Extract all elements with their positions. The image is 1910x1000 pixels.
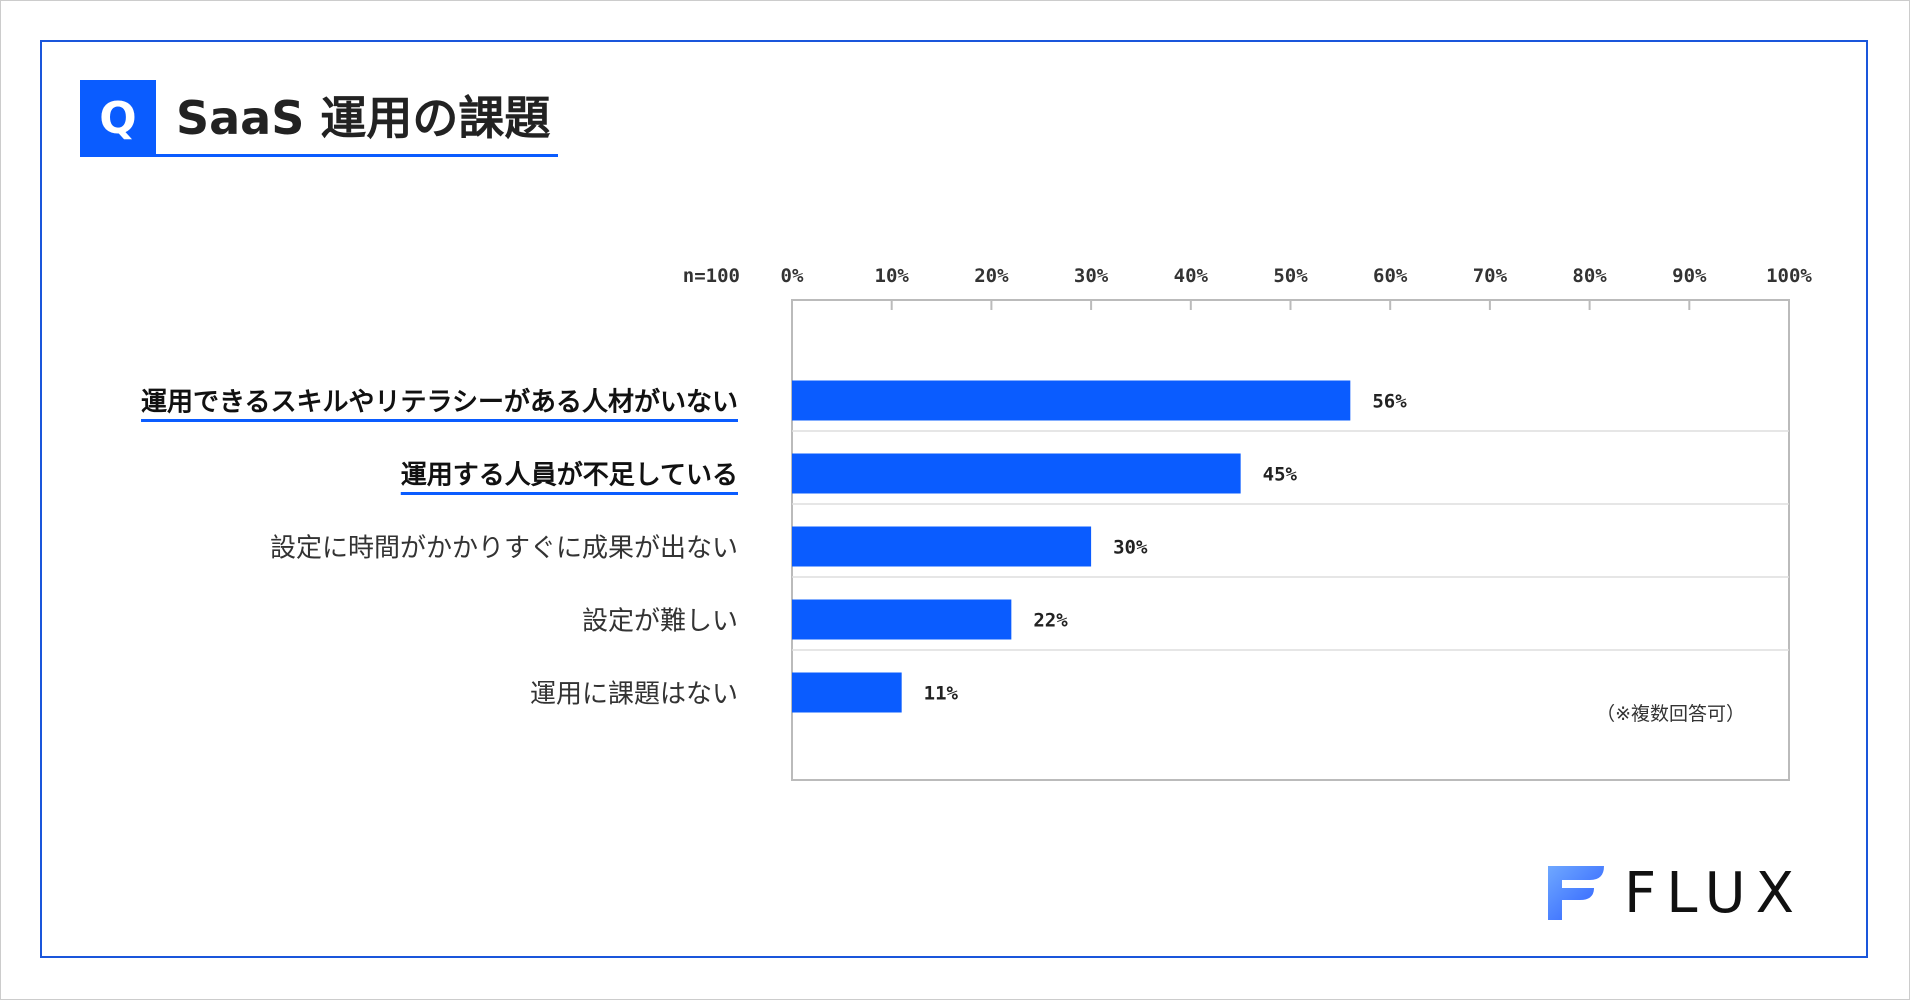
- sample-size-label: n=100: [683, 265, 740, 287]
- bar: [792, 672, 902, 713]
- bar-value-label: 22%: [1033, 610, 1068, 632]
- brand-logo: FLUX: [1542, 860, 1804, 926]
- bar: [792, 380, 1351, 421]
- x-tick-label: 90%: [1672, 265, 1707, 287]
- x-tick-label: 60%: [1373, 265, 1408, 287]
- bar: [792, 453, 1241, 494]
- bar-value-label: 56%: [1372, 391, 1407, 413]
- x-tick-label: 100%: [1766, 265, 1812, 287]
- question-mark: Q: [99, 92, 137, 144]
- bar-value-label: 45%: [1263, 464, 1298, 486]
- multiple-answer-note: （※複数回答可）: [1596, 703, 1745, 725]
- bar-value-label: 11%: [924, 683, 959, 705]
- category-label: 設定に時間がかかりすぐに成果が出ない: [270, 534, 738, 564]
- content-frame: [40, 40, 1868, 958]
- page-title: SaaS 運用の課題: [176, 91, 551, 145]
- x-tick-label: 40%: [1174, 265, 1209, 287]
- x-tick-label: 50%: [1273, 265, 1308, 287]
- title-underline: [80, 154, 558, 157]
- question-badge: Q: [80, 80, 156, 156]
- category-label: 運用する人員が不足している: [401, 460, 738, 491]
- bar: [792, 599, 1012, 640]
- x-tick-label: 10%: [875, 265, 910, 287]
- x-tick-label: 70%: [1473, 265, 1508, 287]
- x-tick-label: 80%: [1572, 265, 1607, 287]
- bar-value-label: 30%: [1113, 537, 1148, 559]
- x-tick-label: 0%: [781, 265, 804, 287]
- category-label: 設定が難しい: [582, 607, 738, 637]
- flux-f-icon: [1548, 866, 1604, 920]
- x-tick-label: 20%: [974, 265, 1009, 287]
- logo-text: FLUX: [1624, 860, 1804, 926]
- x-tick-label: 30%: [1074, 265, 1109, 287]
- category-label: 運用に課題はない: [530, 680, 738, 710]
- bar: [792, 526, 1092, 567]
- category-label: 運用できるスキルやリテラシーがある人材がいない: [141, 387, 738, 418]
